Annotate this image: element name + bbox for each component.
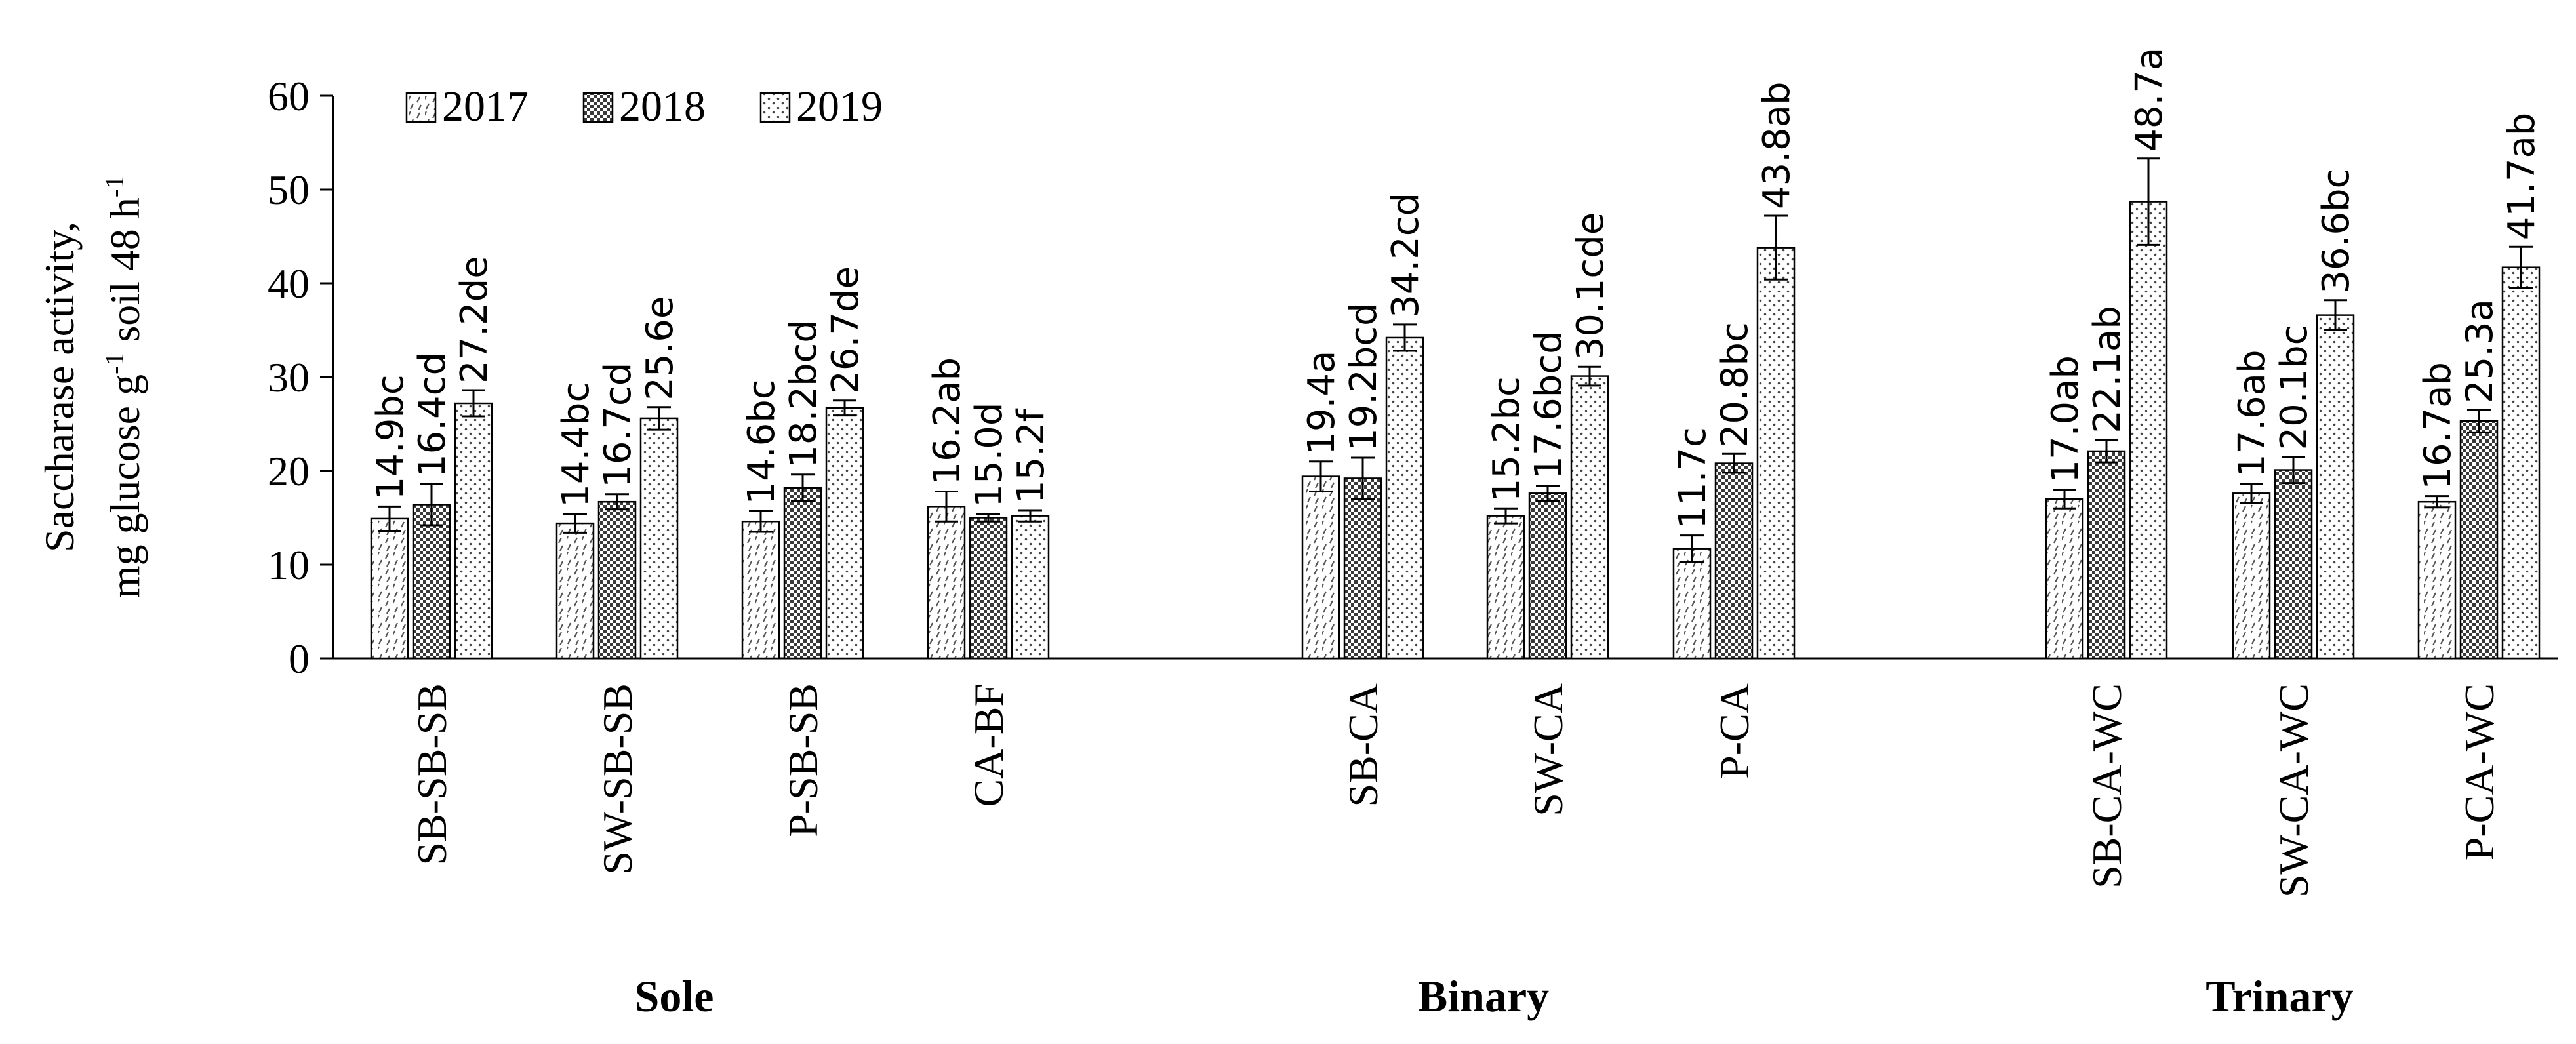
legend-label: 2019 bbox=[796, 83, 883, 130]
bar bbox=[1528, 492, 1567, 660]
category-label: CA-BF bbox=[965, 683, 1012, 807]
y-tick-label: 30 bbox=[268, 354, 310, 401]
category-label: SW-CA-WC bbox=[2270, 683, 2317, 898]
bar bbox=[2045, 498, 2084, 660]
bar bbox=[2417, 500, 2457, 660]
legend: 2017 2018 2019 bbox=[405, 83, 883, 130]
data-label: 27.2de bbox=[453, 256, 496, 384]
y-tick-label: 60 bbox=[268, 73, 310, 119]
category-label: SW-SB-SB bbox=[594, 683, 641, 875]
data-label: 14.9bc bbox=[369, 374, 412, 500]
bar bbox=[370, 517, 409, 660]
bar bbox=[1486, 515, 1525, 660]
category-label: P-CA bbox=[1711, 683, 1758, 779]
category-label: SB-CA bbox=[1340, 683, 1386, 807]
bar bbox=[412, 504, 451, 660]
legend-swatch bbox=[759, 92, 791, 123]
bar bbox=[1570, 375, 1609, 660]
y-tick-label: 10 bbox=[268, 542, 310, 588]
bar bbox=[2232, 492, 2271, 660]
group-labels: Sole Binary Trinary bbox=[635, 971, 2354, 1021]
data-label: 17.0ab bbox=[2044, 355, 2087, 483]
category-label: SW-CA bbox=[1525, 683, 1571, 816]
data-label: 15.0d bbox=[968, 403, 1011, 508]
data-label: 19.2bcd bbox=[1342, 302, 1385, 451]
data-label: 43.8ab bbox=[1756, 81, 1798, 209]
data-label: 17.6bcd bbox=[1527, 331, 1570, 479]
y-axis-title-line2: mg glucose g-1 soil 48 h-1 bbox=[100, 176, 148, 598]
legend-label: 2017 bbox=[442, 83, 529, 130]
legend-label: 2018 bbox=[619, 83, 706, 130]
data-label: 11.7c bbox=[1672, 427, 1714, 529]
data-label: 26.7de bbox=[824, 266, 867, 394]
y-tick-label: 40 bbox=[268, 260, 310, 307]
data-label: 25.6e bbox=[639, 296, 681, 401]
data-label: 19.4a bbox=[1300, 351, 1343, 455]
data-label: 16.4cd bbox=[411, 352, 454, 477]
group-label: Trinary bbox=[2205, 971, 2353, 1021]
data-label: 20.8bc bbox=[1714, 322, 1756, 447]
y-axis-title-line1: Saccharase activity, bbox=[36, 222, 83, 552]
y-tick-label: 20 bbox=[268, 448, 310, 494]
bar bbox=[639, 417, 679, 660]
bar bbox=[2129, 201, 2168, 660]
data-label: 15.2f bbox=[1010, 408, 1053, 504]
category-labels: SB-SB-SB SW-SB-SB P-SB-SB CA-BF SB-CA SW-CA P-… bbox=[409, 683, 2503, 898]
category-label: SB-CA-WC bbox=[2083, 683, 2130, 889]
bar bbox=[597, 500, 637, 660]
bar bbox=[2274, 469, 2313, 660]
bar bbox=[969, 517, 1008, 660]
bar bbox=[1714, 462, 1754, 660]
bar bbox=[825, 407, 864, 660]
data-label: 17.6ab bbox=[2231, 350, 2274, 477]
data-label: 16.7ab bbox=[2417, 362, 2459, 490]
bar bbox=[783, 487, 822, 660]
category-label: P-CA-WC bbox=[2456, 683, 2503, 860]
bar bbox=[2459, 420, 2499, 660]
data-label: 48.7a bbox=[2128, 48, 2171, 152]
group-label: Binary bbox=[1418, 971, 1549, 1021]
data-label: 16.7cd bbox=[597, 363, 639, 488]
data-label: 15.2bc bbox=[1485, 376, 1528, 502]
bar bbox=[741, 520, 780, 660]
bar bbox=[1011, 515, 1050, 660]
bar bbox=[555, 522, 595, 660]
data-label: 41.7ab bbox=[2501, 113, 2543, 241]
legend-swatch bbox=[582, 92, 614, 123]
data-label: 34.2cd bbox=[1384, 193, 1427, 318]
data-label: 14.6bc bbox=[740, 379, 783, 504]
error-bars bbox=[378, 157, 2533, 563]
y-ticks: 0 10 20 30 40 50 60 bbox=[268, 73, 333, 682]
data-label: 36.6bc bbox=[2315, 169, 2358, 294]
y-tick-label: 0 bbox=[289, 635, 310, 682]
category-label: P-SB-SB bbox=[780, 683, 826, 837]
y-tick-label: 50 bbox=[268, 167, 310, 213]
bar bbox=[1301, 475, 1340, 660]
bar bbox=[1385, 336, 1424, 660]
bar bbox=[2316, 314, 2355, 660]
bar bbox=[1343, 477, 1382, 660]
data-label: 20.1bc bbox=[2273, 325, 2316, 451]
data-label: 22.1ab bbox=[2086, 306, 2129, 433]
bar bbox=[2501, 266, 2541, 660]
bar bbox=[927, 506, 966, 660]
bar bbox=[454, 402, 493, 660]
bar bbox=[1672, 548, 1712, 660]
data-label: 16.2ab bbox=[926, 357, 969, 485]
legend-swatch bbox=[405, 92, 437, 123]
bars bbox=[370, 201, 2541, 660]
data-label: 25.3a bbox=[2459, 299, 2501, 403]
category-label: SB-SB-SB bbox=[409, 683, 455, 865]
bar bbox=[2087, 450, 2126, 660]
data-label: 18.2bcd bbox=[782, 319, 825, 468]
data-label: 30.1cde bbox=[1569, 212, 1612, 360]
data-label: 14.4bc bbox=[555, 382, 597, 508]
group-label: Sole bbox=[635, 971, 714, 1021]
bar bbox=[1756, 247, 1796, 660]
